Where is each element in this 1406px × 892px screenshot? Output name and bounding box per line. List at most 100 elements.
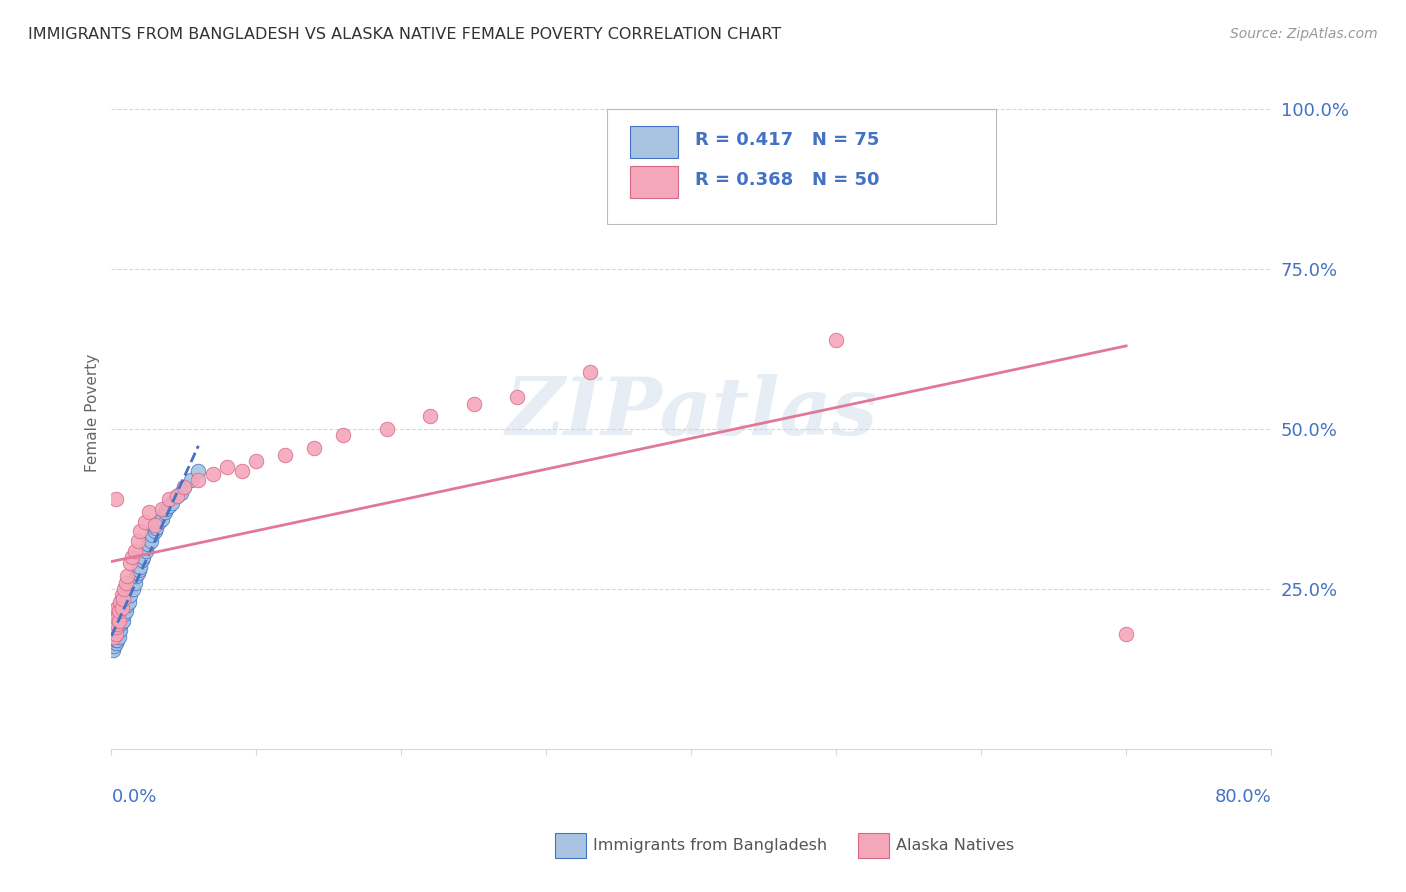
Point: [101, 617, 124, 632]
Point: [103, 630, 125, 644]
Point: [419, 409, 441, 424]
Point: [128, 563, 150, 577]
Point: [111, 614, 134, 628]
Point: [166, 489, 188, 503]
Point: [166, 489, 188, 503]
Point: [134, 515, 156, 529]
Point: [124, 543, 146, 558]
Point: [157, 499, 180, 513]
Point: [111, 598, 134, 612]
Point: [110, 601, 132, 615]
FancyBboxPatch shape: [630, 126, 679, 158]
Point: [145, 521, 167, 535]
Point: [107, 604, 129, 618]
Point: [103, 614, 125, 628]
Point: [104, 607, 127, 622]
Point: [101, 636, 124, 650]
Point: [107, 624, 129, 638]
Point: [578, 365, 600, 379]
Point: [104, 610, 127, 624]
Point: [120, 557, 142, 571]
Point: [110, 604, 132, 618]
Point: [101, 614, 124, 628]
Point: [103, 626, 125, 640]
Point: [104, 626, 127, 640]
Text: 80.0%: 80.0%: [1215, 788, 1271, 805]
Point: [101, 630, 124, 644]
Point: [110, 614, 132, 628]
Point: [114, 595, 136, 609]
Point: [105, 633, 128, 648]
Point: [114, 582, 136, 596]
Point: [105, 624, 128, 638]
Point: [101, 607, 124, 622]
Point: [101, 604, 124, 618]
Point: [103, 604, 125, 618]
Point: [136, 537, 159, 551]
Point: [129, 559, 152, 574]
Point: [108, 595, 131, 609]
Point: [101, 620, 124, 634]
Point: [131, 553, 153, 567]
Point: [103, 604, 125, 618]
Point: [125, 569, 148, 583]
Point: [103, 614, 125, 628]
Point: [105, 617, 128, 632]
Point: [117, 598, 139, 612]
Point: [122, 582, 145, 596]
Point: [101, 614, 124, 628]
Point: [103, 620, 125, 634]
Point: [104, 624, 127, 638]
Point: [332, 428, 354, 442]
FancyBboxPatch shape: [606, 109, 997, 224]
Point: [120, 588, 142, 602]
Point: [173, 480, 195, 494]
Point: [150, 511, 173, 525]
Point: [101, 626, 124, 640]
Point: [155, 502, 177, 516]
Point: [127, 533, 149, 548]
Point: [148, 515, 170, 529]
Point: [121, 549, 143, 564]
Text: 0.0%: 0.0%: [111, 788, 157, 805]
Point: [132, 549, 155, 564]
Point: [135, 543, 157, 558]
Point: [187, 473, 209, 487]
Point: [129, 524, 152, 539]
Point: [463, 396, 485, 410]
Point: [187, 464, 209, 478]
Point: [103, 640, 125, 654]
Point: [108, 601, 131, 615]
Point: [101, 642, 124, 657]
Point: [110, 588, 132, 602]
Point: [153, 505, 176, 519]
Point: [104, 604, 127, 618]
Point: [157, 492, 180, 507]
Point: [1115, 626, 1137, 640]
Point: [107, 630, 129, 644]
Point: [124, 575, 146, 590]
Text: R = 0.368   N = 50: R = 0.368 N = 50: [695, 171, 879, 189]
Point: [150, 502, 173, 516]
Point: [217, 460, 239, 475]
Point: [143, 518, 166, 533]
Point: [170, 486, 193, 500]
Point: [115, 604, 138, 618]
Point: [506, 390, 529, 404]
Point: [245, 454, 267, 468]
Point: [139, 533, 162, 548]
Point: [114, 607, 136, 622]
Point: [104, 492, 127, 507]
Point: [105, 617, 128, 632]
Point: [101, 624, 124, 638]
Point: [104, 636, 127, 650]
Point: [103, 633, 125, 648]
Point: [104, 633, 127, 648]
Point: [231, 464, 253, 478]
Point: [107, 607, 129, 622]
Point: [105, 610, 128, 624]
Text: ZIPatlas: ZIPatlas: [505, 375, 877, 452]
Point: [162, 495, 184, 509]
Point: [103, 617, 125, 632]
Text: R = 0.417   N = 75: R = 0.417 N = 75: [695, 131, 879, 149]
